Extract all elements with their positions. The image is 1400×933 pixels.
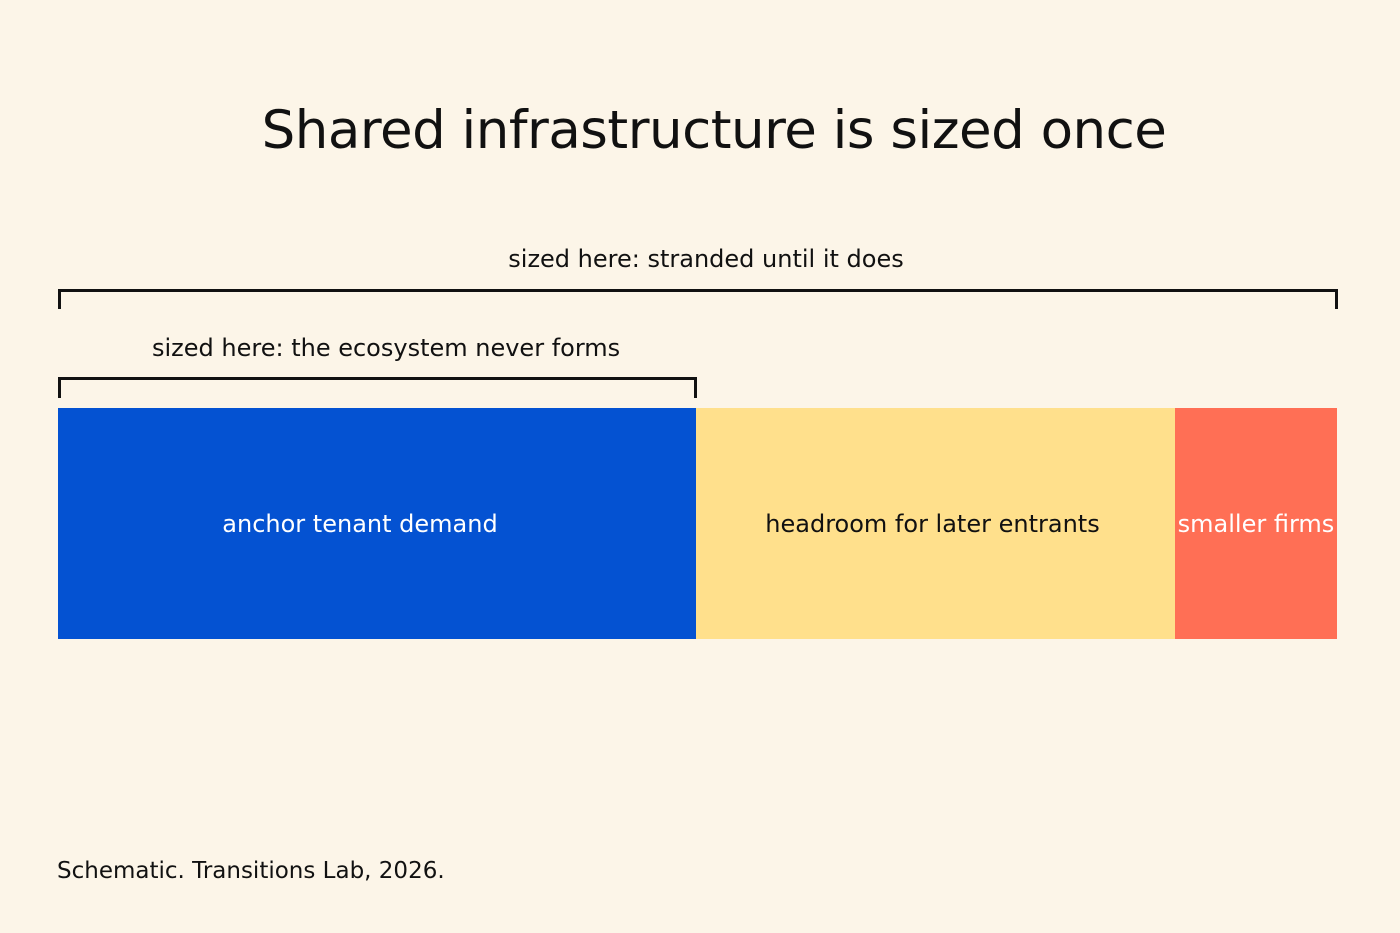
outer-bracket xyxy=(58,289,1338,309)
segment-headroom-later-entrants: headroom for later entrants xyxy=(696,408,1175,639)
segment-smaller-label: smaller firms xyxy=(1177,509,1335,538)
segment-anchor-label: anchor tenant demand xyxy=(222,509,498,538)
outer-bracket-label: sized here: stranded until it does xyxy=(508,245,904,273)
segment-anchor-tenant-demand: anchor tenant demand xyxy=(58,408,696,639)
source-footnote: Schematic. Transitions Lab, 2026. xyxy=(57,858,445,884)
inner-bracket xyxy=(58,377,697,398)
diagram-title: Shared infrastructure is sized once xyxy=(261,100,1167,161)
segment-smaller-firms: smaller firms xyxy=(1175,408,1337,639)
segment-headroom-label: headroom for later entrants xyxy=(765,509,1100,538)
inner-bracket-label: sized here: the ecosystem never forms xyxy=(152,334,621,362)
